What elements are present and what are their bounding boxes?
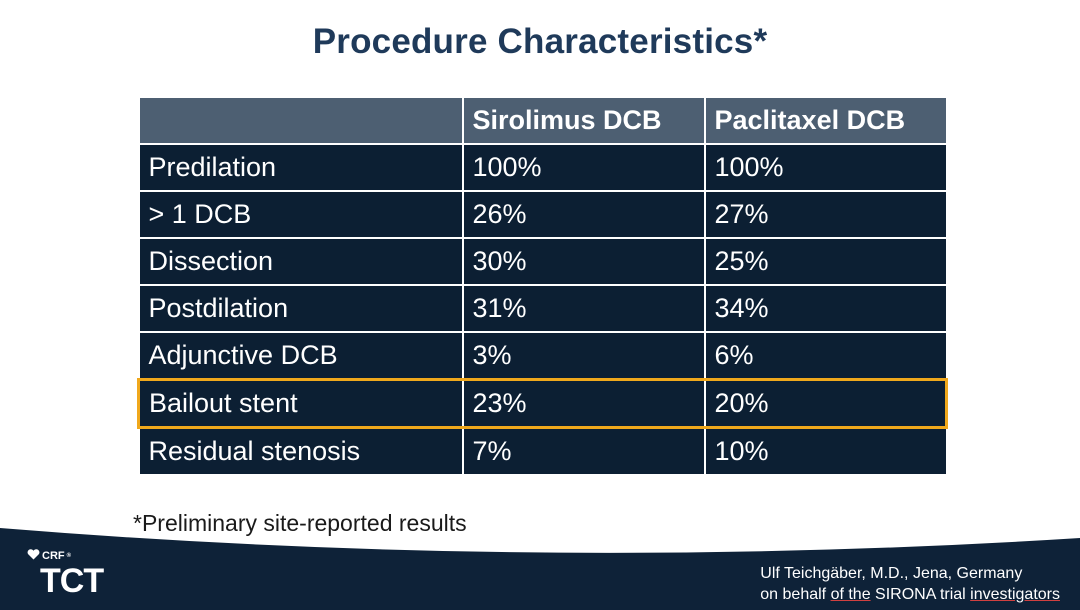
row-label: Dissection <box>137 237 464 286</box>
paclitaxel-value: 20% <box>703 378 948 429</box>
row-label: Bailout stent <box>137 378 464 429</box>
header-cell-sirolimus: Sirolimus DCB <box>461 96 706 145</box>
row-label: Adjunctive DCB <box>137 331 464 381</box>
sirolimus-value: 23% <box>461 378 706 429</box>
sirolimus-value: 7% <box>461 426 706 476</box>
credit-segment-underlined: of the <box>830 586 871 603</box>
credit-line-2: on behalf of the SIRONA trial investigat… <box>760 584 1060 605</box>
slide-title: Procedure Characteristics* <box>312 22 768 61</box>
heart-icon <box>27 549 40 563</box>
sirolimus-value: 31% <box>461 284 706 333</box>
row-label: Residual stenosis <box>137 426 464 476</box>
sirolimus-value: 26% <box>461 190 706 239</box>
header-cell-empty <box>137 96 464 145</box>
tct-logo: TCT <box>40 562 104 600</box>
header-cell-paclitaxel: Paclitaxel DCB <box>703 96 948 145</box>
sirolimus-value: 100% <box>461 143 706 192</box>
table-row: > 1 DCB 26% 27% <box>137 190 948 239</box>
table-row: Residual stenosis 7% 10% <box>137 426 948 476</box>
procedure-table: Sirolimus DCB Paclitaxel DCB Predilation… <box>137 96 948 476</box>
paclitaxel-value: 34% <box>703 284 948 333</box>
credit-segment-underlined: investigators <box>970 586 1060 603</box>
credit-segment: on behalf <box>760 586 831 603</box>
paclitaxel-value: 25% <box>703 237 948 286</box>
footnote: *Preliminary site-reported results <box>133 510 467 536</box>
table-header-row: Sirolimus DCB Paclitaxel DCB <box>137 96 948 145</box>
registered-mark: ® <box>66 553 72 559</box>
paclitaxel-value: 100% <box>703 143 948 192</box>
table-row: Adjunctive DCB 3% 6% <box>137 331 948 381</box>
sirolimus-value: 3% <box>461 331 706 381</box>
table-row: Dissection 30% 25% <box>137 237 948 286</box>
paclitaxel-value: 6% <box>703 331 948 381</box>
table-row: Postdilation 31% 34% <box>137 284 948 333</box>
paclitaxel-value: 10% <box>703 426 948 476</box>
row-label: Postdilation <box>137 284 464 333</box>
credit-line-1: Ulf Teichgäber, M.D., Jena, Germany <box>760 565 1023 582</box>
presenter-credit: Ulf Teichgäber, M.D., Jena, Germany on b… <box>760 563 1060 605</box>
paclitaxel-value: 27% <box>703 190 948 239</box>
row-label: Predilation <box>137 143 464 192</box>
footer-band <box>0 528 1080 610</box>
sirolimus-value: 30% <box>461 237 706 286</box>
row-label: > 1 DCB <box>137 190 464 239</box>
crf-logo-text: CRF <box>42 550 65 562</box>
table-row-highlighted: Bailout stent 23% 20% <box>137 378 948 429</box>
credit-segment: SIRONA trial <box>870 586 971 603</box>
table-row: Predilation 100% 100% <box>137 143 948 192</box>
crf-logo: CRF ® <box>27 549 71 563</box>
